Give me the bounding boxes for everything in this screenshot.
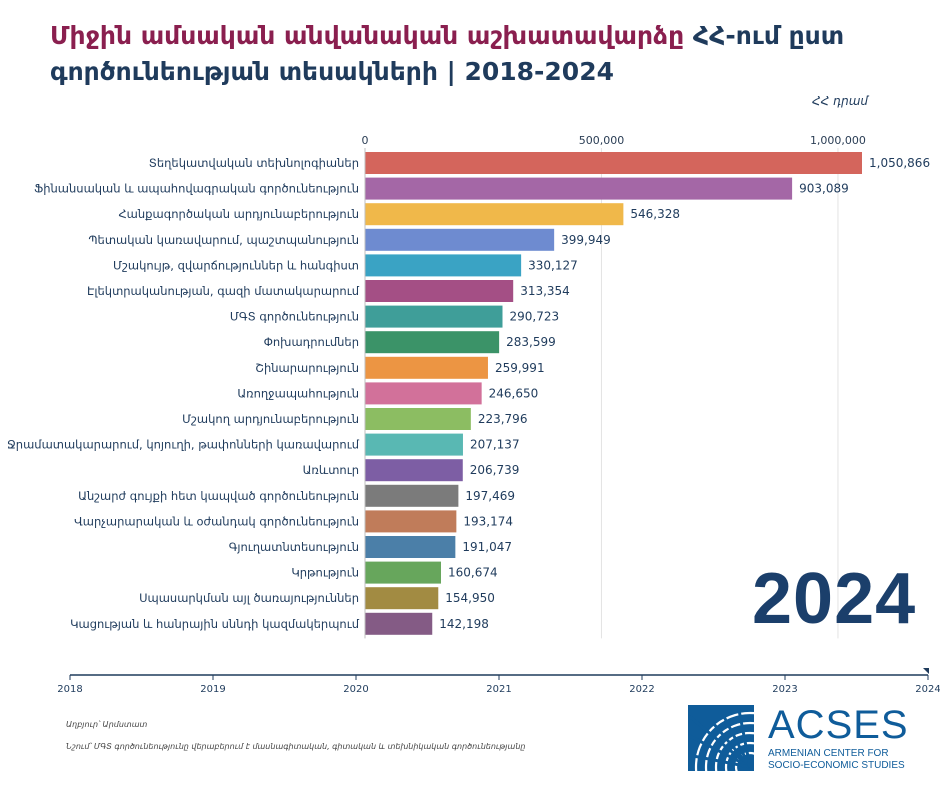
acses-logo: ACSES ARMENIAN CENTER FOR SOCIO-ECONOMIC… <box>688 703 928 775</box>
bar <box>365 382 482 405</box>
category-label: Կացության և հանրային սննդի կազմակերպում <box>70 617 360 631</box>
category-label: Առողջապահություն <box>237 386 359 400</box>
value-label: 283,599 <box>506 335 556 349</box>
bar <box>365 177 793 200</box>
value-label: 191,047 <box>462 540 512 554</box>
value-label: 154,950 <box>445 591 495 605</box>
value-label: 142,198 <box>439 617 489 631</box>
timeline-year-label[interactable]: 2022 <box>629 684 654 695</box>
bar <box>365 280 514 302</box>
category-label: Առևտուր <box>303 463 359 477</box>
bar <box>365 612 433 635</box>
category-label: Փոխադրումներ <box>264 335 359 349</box>
bar <box>365 536 456 558</box>
timeline-year-label[interactable]: 2019 <box>200 684 225 695</box>
footnote: Նշում՝ ՄԳՏ գործունեությունը վերաբերում է… <box>66 742 526 751</box>
category-label: Գյուղատնտեսություն <box>229 540 359 554</box>
value-label: 399,949 <box>561 233 611 247</box>
bar <box>365 459 463 482</box>
bar <box>365 433 463 456</box>
category-label: Մշակույթ, զվարճություններ և հանգիստ <box>113 258 359 272</box>
bar <box>365 484 459 507</box>
bar <box>365 408 471 430</box>
x-tick-label: 0 <box>362 134 369 147</box>
value-label: 313,354 <box>520 284 570 298</box>
value-label: 546,328 <box>630 207 680 221</box>
value-label: 246,650 <box>489 386 539 400</box>
value-label: 1,050,866 <box>869 156 930 170</box>
bar <box>365 228 555 251</box>
logo-subtitle-line1: ARMENIAN CENTER FOR <box>768 748 889 759</box>
logo-name: ACSES <box>768 703 909 747</box>
bar <box>365 587 439 610</box>
timeline-year-label[interactable]: 2023 <box>772 684 797 695</box>
value-label: 197,469 <box>465 489 515 503</box>
value-label: 207,137 <box>470 438 520 452</box>
category-label: Ջրամատակարարում, կոյուղի, թափոնների կառա… <box>7 438 360 452</box>
timeline-year-label[interactable]: 2020 <box>343 684 368 695</box>
category-label: Կրթություն <box>291 566 359 580</box>
value-label: 193,174 <box>463 514 513 528</box>
category-label: Անշարժ գույքի հետ կապված գործունեություն <box>78 489 359 503</box>
value-label: 259,991 <box>495 361 545 375</box>
bar-chart: 0 500,000 1,000,000 Տեղեկատվական տեխնոլոգիա… <box>7 134 930 639</box>
source-note: Աղբյուր՝ Արմստատ <box>66 720 148 729</box>
category-label: Շինարարություն <box>255 361 359 375</box>
current-year-label: 2024 <box>752 559 917 639</box>
timeline-year-label[interactable]: 2024 <box>915 684 940 695</box>
bar <box>365 305 503 328</box>
bar <box>365 510 457 533</box>
category-label: Մշակող արդյունաբերություն <box>182 412 359 426</box>
chart-title: Միջին ամսական անվանական աշխատավարձը ՀՀ-ո… <box>50 18 920 90</box>
x-tick-label: 500,000 <box>579 134 625 147</box>
unit-label: ՀՀ դրամ <box>812 94 868 108</box>
logo-mark-icon <box>688 705 754 771</box>
value-label: 206,739 <box>470 463 520 477</box>
value-label: 223,796 <box>478 412 528 426</box>
value-label: 330,127 <box>528 258 578 272</box>
timeline-year-label[interactable]: 2018 <box>57 684 82 695</box>
category-label: Հանքագործական արդյունաբերություն <box>118 207 359 221</box>
category-label: Պետական կառավարում, պաշտպանություն <box>88 233 359 247</box>
bar <box>365 356 488 379</box>
bar <box>365 331 500 354</box>
category-label: Տեղեկատվական տեխնոլոգիաներ <box>149 156 359 170</box>
chart-title-part2: ՀՀ-ում ըստ գործունեության տեսակների | 20… <box>50 21 845 86</box>
bar <box>365 203 624 226</box>
year-timeline[interactable]: 2018 2019 2020 2021 2022 2023 2024 <box>0 660 940 702</box>
category-label: ՄԳՏ գործունեություն <box>230 310 359 324</box>
logo-subtitle: ARMENIAN CENTER FOR SOCIO-ECONOMIC STUDI… <box>768 748 905 772</box>
logo-subtitle-line2: SOCIO-ECONOMIC STUDIES <box>768 760 905 771</box>
chart-title-part1: Միջին ամսական անվանական աշխատավարձը <box>50 21 685 50</box>
category-label: Սպասարկման այլ ծառայություններ <box>139 591 359 605</box>
timeline-year-label[interactable]: 2021 <box>486 684 511 695</box>
category-label: Ֆինանսական և ապահովագրական գործունեությո… <box>34 182 359 196</box>
x-tick-label: 1,000,000 <box>810 134 866 147</box>
value-label: 290,723 <box>509 310 559 324</box>
bar <box>365 561 441 584</box>
category-label: Վարչարարական և օժանդակ գործունեություն <box>74 514 359 528</box>
bar <box>365 152 862 174</box>
value-label: 903,089 <box>799 182 849 196</box>
timeline-handle-icon[interactable] <box>923 668 929 674</box>
value-label: 160,674 <box>448 566 498 580</box>
bar <box>365 254 522 277</box>
category-label: Էլեկտրականության, գազի մատակարարում <box>87 284 360 298</box>
